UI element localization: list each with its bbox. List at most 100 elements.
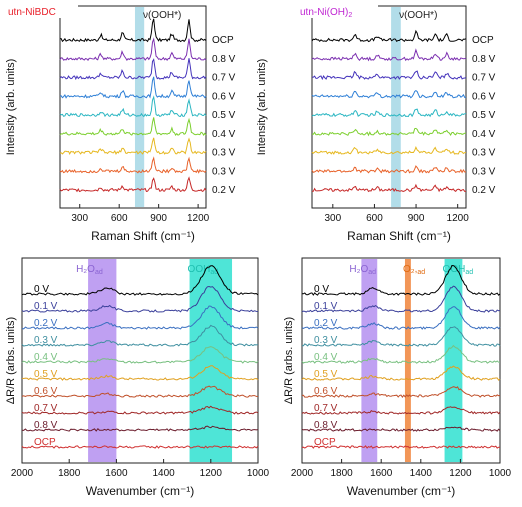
series-label: 0.3 V <box>212 166 236 177</box>
x-tick-label: 300 <box>324 213 341 224</box>
series-label: 0.5 V <box>212 110 236 121</box>
trace-0.4v <box>312 127 467 137</box>
series-label: 0.8 V <box>212 54 236 65</box>
series-label: 0.2 V <box>34 318 58 329</box>
trace-0.3v <box>21 324 259 347</box>
x-tick-label: 1800 <box>330 468 353 479</box>
trace-0.3v <box>311 165 467 174</box>
band-2 <box>444 259 463 462</box>
x-tick-label: 600 <box>366 213 383 224</box>
trace-ocp <box>301 445 501 449</box>
trace-0.1v <box>21 285 259 313</box>
trace-0.5v <box>59 95 207 118</box>
series-label: 0.7 V <box>472 73 496 84</box>
y-axis-title: ΔR/R (arbs. units) <box>5 317 17 404</box>
series-label: OCP <box>472 35 494 46</box>
trace-0.6v <box>301 386 501 398</box>
trace-0.3v <box>311 146 467 155</box>
trace-0.7v <box>59 58 207 81</box>
trace-0.5v <box>21 365 259 381</box>
ooh-band <box>391 7 401 207</box>
x-axis-title: Wavenumber (cm⁻¹) <box>86 484 195 498</box>
trace-0.6v <box>311 89 467 99</box>
series-label: 0.4 V <box>314 352 338 363</box>
trace-0.8v <box>59 37 207 62</box>
series-label: 0.3 V <box>34 335 58 346</box>
sample-tag: utn-Ni(OH)2 <box>300 7 352 19</box>
series-label: 0.3 V <box>472 148 496 159</box>
x-tick-label: 1600 <box>370 468 393 479</box>
x-tick-label: 1400 <box>410 468 433 479</box>
x-tick-label: 1200 <box>200 468 223 479</box>
x-tick-label: 2000 <box>291 468 314 479</box>
series-label: 0.3 V <box>314 335 338 346</box>
y-axis-title: ΔR/R (arbs. units) <box>283 317 295 404</box>
series-label: 0.3 V <box>472 166 496 177</box>
series-label: 0.4 V <box>212 129 236 140</box>
x-tick-label: 1800 <box>58 468 81 479</box>
x-tick-label: 1000 <box>247 468 270 479</box>
series-label: 0.2 V <box>472 185 496 196</box>
series-label: OCP <box>314 437 336 448</box>
series-label: 0.2 V <box>212 185 236 196</box>
series-label: 0.6 V <box>472 91 496 102</box>
raman-panel-1: utn-NiBDC ν(OOH*) OCP 0.8 V 0.7 V 0.6 V 0.5 V 0… <box>5 4 236 243</box>
series-label: 0.5 V <box>34 369 58 380</box>
series-label: 0 V <box>314 284 329 295</box>
series-label: 0.1 V <box>314 301 338 312</box>
x-tick-label: 600 <box>111 213 128 224</box>
trace-0.5v <box>311 108 467 118</box>
plot-frame <box>21 257 259 464</box>
series-label: 0.5 V <box>472 110 496 121</box>
series-label: 0.6 V <box>34 386 58 397</box>
trace-0v <box>301 264 501 296</box>
trace-0.2v <box>21 305 259 330</box>
series-label: 0.1 V <box>34 301 58 312</box>
trace-ocp <box>21 445 259 449</box>
series-label: 0.3 V <box>212 148 236 159</box>
series-label: 0.7 V <box>314 403 338 414</box>
series-label: 0.4 V <box>34 352 58 363</box>
trace-0.3v <box>302 326 501 347</box>
x-axis-title: Raman Shift (cm⁻¹) <box>91 229 195 243</box>
trace-0.7v <box>21 405 259 415</box>
trace-0.2v <box>59 176 207 193</box>
y-axis-title: Intensity (arb. units) <box>5 59 17 156</box>
band-1 <box>404 259 411 462</box>
x-axis-title: Raman Shift (cm⁻¹) <box>347 229 451 243</box>
trace-0.6v <box>21 385 259 398</box>
x-tick-label: 900 <box>150 213 167 224</box>
band-label: O₂,ad <box>403 264 425 276</box>
series-label: 0.2 V <box>314 318 338 329</box>
x-tick-label: 1600 <box>105 468 128 479</box>
trace-0.3v <box>59 156 207 174</box>
trace-0.7v <box>301 406 501 415</box>
trace-0.6v <box>59 76 207 99</box>
series-label: 0.8 V <box>472 54 496 65</box>
tag-bg <box>6 4 78 18</box>
plot-frame <box>301 257 501 464</box>
x-tick-label: 2000 <box>11 468 34 479</box>
band-label: ν(OOH*) <box>399 10 437 21</box>
trace-0.2v <box>301 306 501 330</box>
x-tick-label: 1000 <box>489 468 512 479</box>
x-tick-label: 1200 <box>187 213 210 224</box>
trace-0.8v <box>21 425 259 432</box>
sample-tag: utn-NiBDC <box>8 7 56 18</box>
series-label: 0.8 V <box>314 420 338 431</box>
y-axis-title: Intensity (arb. units) <box>256 59 268 156</box>
trace-0.5v <box>301 365 501 381</box>
x-tick-label: 900 <box>408 213 425 224</box>
series-label: 0.6 V <box>212 91 236 102</box>
trace-0.2v <box>312 183 466 193</box>
band-1 <box>189 259 233 462</box>
trace-0.8v <box>311 48 467 62</box>
series-label: 0.4 V <box>472 129 496 140</box>
series-label: 0.8 V <box>34 420 58 431</box>
series-label: 0.7 V <box>34 403 58 414</box>
trace-ocp <box>59 18 207 43</box>
series-label: OCP <box>212 35 234 46</box>
series-label: OCP <box>34 437 56 448</box>
